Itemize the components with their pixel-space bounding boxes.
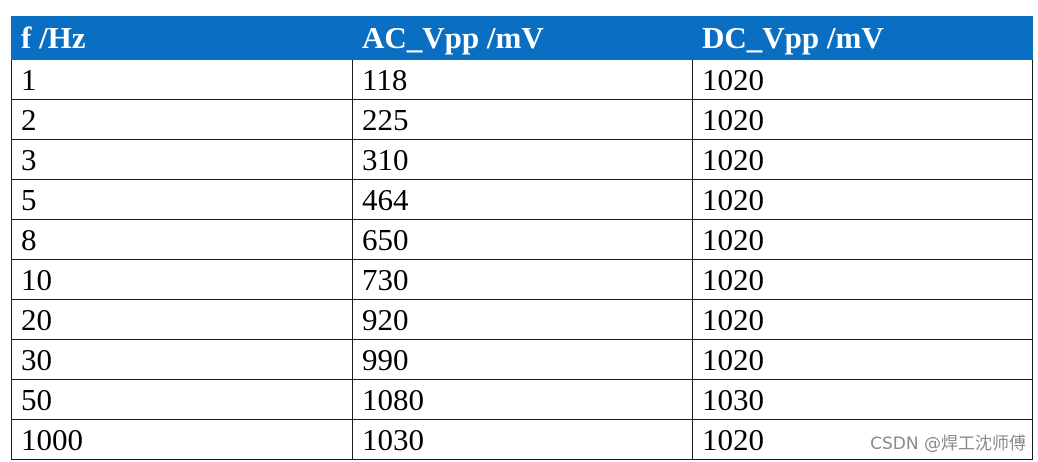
table-row: 5 464 1020 bbox=[11, 179, 1033, 220]
header-dc-vpp: DC_Vpp /mV bbox=[692, 16, 1033, 60]
table-row: 20 920 1020 bbox=[11, 299, 1033, 340]
cell-dc-vpp: 1020 bbox=[692, 59, 1033, 100]
header-frequency: f /Hz bbox=[11, 16, 353, 60]
header-ac-vpp: AC_Vpp /mV bbox=[352, 16, 693, 60]
cell-frequency: 1000 bbox=[11, 419, 353, 460]
table-row: 3 310 1020 bbox=[11, 139, 1033, 180]
cell-frequency: 20 bbox=[11, 299, 353, 340]
data-table: f /Hz AC_Vpp /mV DC_Vpp /mV 1 118 1020 2… bbox=[11, 16, 1033, 460]
cell-dc-vpp: 1020 bbox=[692, 99, 1033, 140]
table-row: 1000 1030 1020 bbox=[11, 419, 1033, 460]
cell-ac-vpp: 1080 bbox=[352, 379, 693, 420]
cell-frequency: 1 bbox=[11, 59, 353, 100]
table-row: 1 118 1020 bbox=[11, 59, 1033, 100]
data-table-container: f /Hz AC_Vpp /mV DC_Vpp /mV 1 118 1020 2… bbox=[11, 16, 1033, 460]
cell-frequency: 50 bbox=[11, 379, 353, 420]
cell-ac-vpp: 990 bbox=[352, 339, 693, 380]
cell-ac-vpp: 650 bbox=[352, 219, 693, 260]
cell-dc-vpp: 1030 bbox=[692, 379, 1033, 420]
cell-dc-vpp: 1020 bbox=[692, 419, 1033, 460]
cell-ac-vpp: 1030 bbox=[352, 419, 693, 460]
table-row: 30 990 1020 bbox=[11, 339, 1033, 380]
cell-dc-vpp: 1020 bbox=[692, 139, 1033, 180]
cell-dc-vpp: 1020 bbox=[692, 219, 1033, 260]
cell-frequency: 10 bbox=[11, 259, 353, 300]
cell-ac-vpp: 464 bbox=[352, 179, 693, 220]
cell-dc-vpp: 1020 bbox=[692, 259, 1033, 300]
table-header-row: f /Hz AC_Vpp /mV DC_Vpp /mV bbox=[11, 16, 1033, 60]
table-row: 8 650 1020 bbox=[11, 219, 1033, 260]
table-row: 10 730 1020 bbox=[11, 259, 1033, 300]
cell-dc-vpp: 1020 bbox=[692, 179, 1033, 220]
watermark: CSDN @焊工沈师傅 bbox=[870, 434, 1026, 454]
cell-frequency: 3 bbox=[11, 139, 353, 180]
cell-frequency: 5 bbox=[11, 179, 353, 220]
cell-ac-vpp: 920 bbox=[352, 299, 693, 340]
cell-frequency: 8 bbox=[11, 219, 353, 260]
cell-ac-vpp: 310 bbox=[352, 139, 693, 180]
table-row: 50 1080 1030 bbox=[11, 379, 1033, 420]
cell-ac-vpp: 225 bbox=[352, 99, 693, 140]
cell-dc-vpp: 1020 bbox=[692, 299, 1033, 340]
cell-ac-vpp: 730 bbox=[352, 259, 693, 300]
cell-ac-vpp: 118 bbox=[352, 59, 693, 100]
cell-frequency: 2 bbox=[11, 99, 353, 140]
table-row: 2 225 1020 bbox=[11, 99, 1033, 140]
cell-frequency: 30 bbox=[11, 339, 353, 380]
cell-dc-vpp: 1020 bbox=[692, 339, 1033, 380]
